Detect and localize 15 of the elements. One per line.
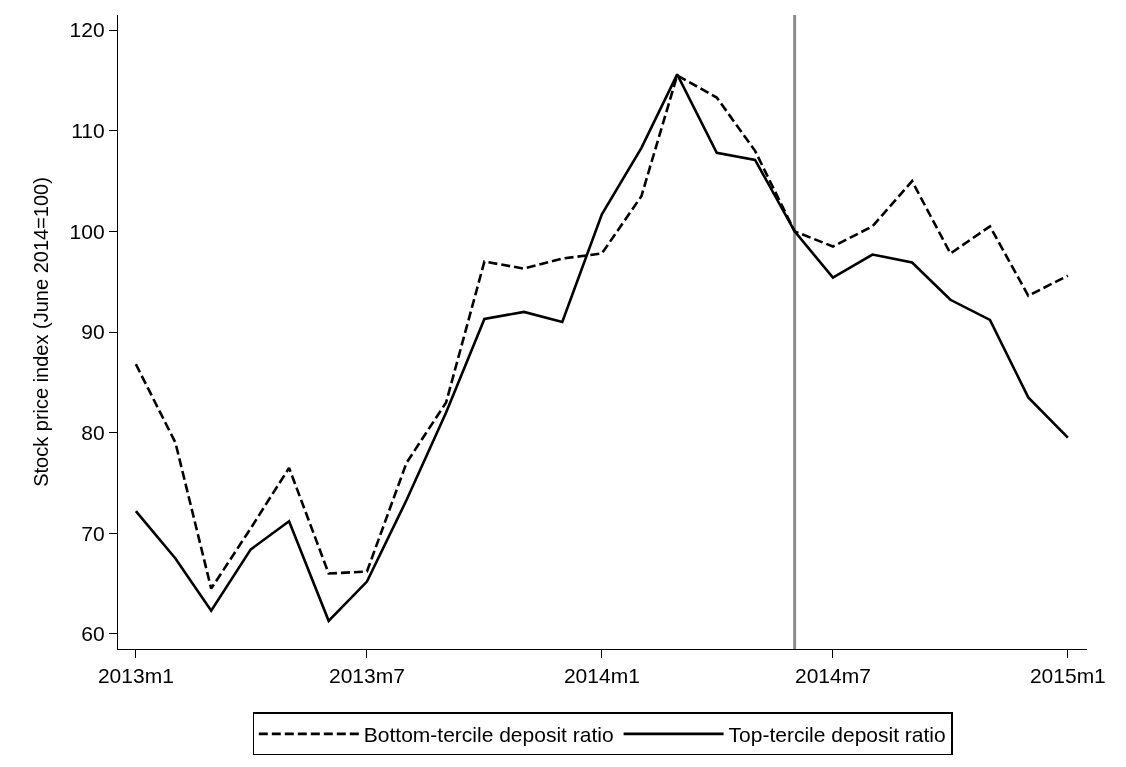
y-axis-title: Stock price index (June 2014=100) bbox=[30, 177, 53, 487]
x-tick-label: 2013m1 bbox=[97, 664, 174, 688]
y-tick-label: 110 bbox=[71, 119, 105, 143]
y-tick-label: 90 bbox=[81, 320, 105, 344]
legend-label: Top-tercile deposit ratio bbox=[728, 723, 946, 747]
x-tick-label: 2014m1 bbox=[563, 664, 640, 688]
y-tick-label: 60 bbox=[81, 622, 105, 646]
y-tick-label: 70 bbox=[81, 521, 105, 545]
y-tick-label: 100 bbox=[69, 219, 105, 243]
y-tick-label: 80 bbox=[81, 420, 105, 444]
y-tick-label: 120 bbox=[69, 18, 105, 42]
x-tick-label: 2014m7 bbox=[794, 664, 871, 688]
x-tick-label: 2015m1 bbox=[1029, 664, 1106, 688]
legend-label: Bottom-tercile deposit ratio bbox=[363, 723, 614, 747]
x-tick-label: 2013m7 bbox=[329, 664, 405, 688]
